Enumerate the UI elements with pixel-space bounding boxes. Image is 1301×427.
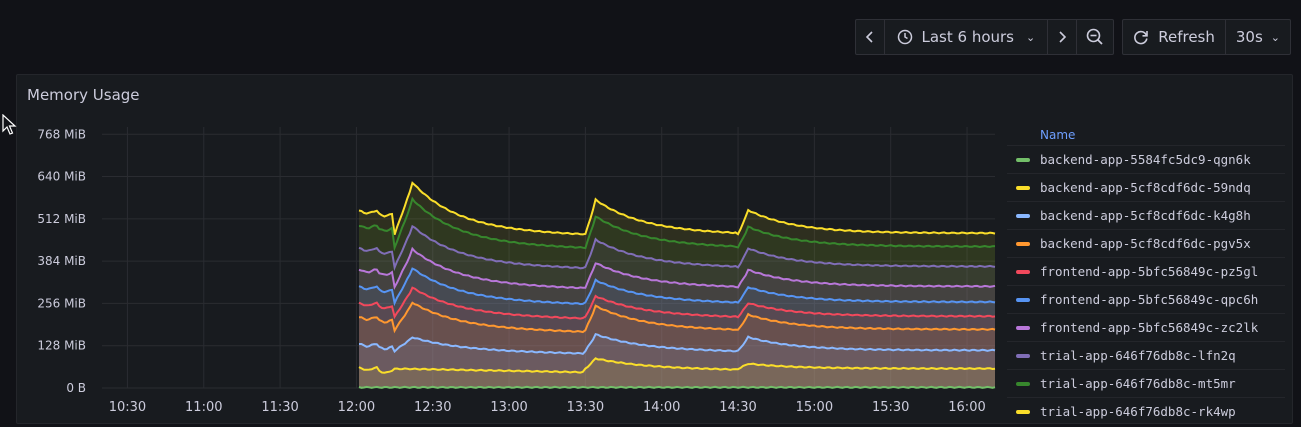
- chevron-down-icon: ⌄: [1270, 30, 1280, 44]
- series-line[interactable]: [358, 357, 996, 374]
- legend-header[interactable]: Name: [1040, 128, 1076, 142]
- legend-swatch: [1016, 213, 1030, 218]
- series-area: [359, 182, 995, 388]
- refresh-icon: [1134, 30, 1149, 45]
- panel-title: Memory Usage: [27, 86, 140, 104]
- time-range-label: Last 6 hours: [921, 28, 1015, 46]
- legend-label: trial-app-646f76db8c-lfn2q: [1040, 348, 1236, 363]
- x-tick-label: 11:30: [261, 400, 298, 415]
- legend-item[interactable]: backend-app-5cf8cdf6dc-59ndq: [1007, 173, 1285, 201]
- refresh-label: Refresh: [1158, 28, 1215, 46]
- chevron-left-icon: [865, 31, 873, 43]
- x-tick-label: 12:00: [338, 400, 375, 415]
- series-area: [359, 334, 995, 388]
- legend-item[interactable]: backend-app-5cf8cdf6dc-k4g8h: [1007, 201, 1285, 229]
- legend-swatch: [1016, 297, 1030, 302]
- legend-item[interactable]: frontend-app-5bfc56849c-pz5gl: [1007, 257, 1285, 285]
- legend-swatch: [1016, 353, 1030, 358]
- refresh-button[interactable]: Refresh: [1123, 20, 1226, 54]
- series-line[interactable]: [359, 333, 996, 356]
- chevron-down-icon: ⌄: [1026, 30, 1036, 44]
- time-picker-group: Last 6 hours ⌄: [854, 19, 1115, 55]
- mouse-cursor-icon: [2, 114, 17, 135]
- x-tick-label: 13:00: [490, 400, 527, 415]
- x-tick-label: 10:30: [109, 400, 146, 415]
- time-range-picker[interactable]: Last 6 hours ⌄: [885, 20, 1049, 54]
- y-tick-label: 512 MiB: [37, 212, 86, 226]
- legend-item[interactable]: trial-app-646f76db8c-rk4wp: [1007, 397, 1285, 425]
- legend-label: trial-app-646f76db8c-rk4wp: [1040, 404, 1236, 419]
- legend-label: trial-app-646f76db8c-mt5mr: [1040, 376, 1236, 391]
- memory-usage-chart[interactable]: 0 B 128 MiB 256 MiB 384 MiB 512 MiB 640 MiB 76…: [17, 75, 1007, 425]
- legend-swatch: [1016, 381, 1030, 386]
- legend-swatch: [1016, 157, 1030, 162]
- y-tick-label: 128 MiB: [37, 339, 86, 353]
- series-line[interactable]: [358, 196, 996, 252]
- legend-swatch: [1016, 269, 1030, 274]
- legend-item[interactable]: trial-app-646f76db8c-mt5mr: [1007, 369, 1285, 397]
- time-prev-button[interactable]: [856, 20, 885, 54]
- y-tick-label: 640 MiB: [37, 170, 86, 184]
- series-area: [359, 248, 995, 388]
- x-tick-label: 13:30: [567, 400, 604, 415]
- series-line[interactable]: [358, 385, 996, 389]
- series-area: [359, 268, 995, 388]
- series-area: [359, 287, 995, 388]
- x-tick-label: 14:30: [719, 400, 756, 415]
- legend-label: backend-app-5cf8cdf6dc-k4g8h: [1040, 208, 1251, 223]
- series-line[interactable]: [358, 224, 996, 272]
- series-line[interactable]: [358, 181, 996, 236]
- legend-label: frontend-app-5bfc56849c-pz5gl: [1040, 264, 1259, 279]
- x-tick-label: 16:00: [948, 400, 985, 415]
- memory-usage-panel[interactable]: Memory Usage 0 B 128 MiB 256 MiB 384 MiB 512…: [16, 74, 1293, 424]
- x-tick-label: 15:30: [872, 400, 909, 415]
- legend-label: backend-app-5cf8cdf6dc-59ndq: [1040, 180, 1251, 195]
- legend-item[interactable]: backend-app-5584fc5dc9-qgn6k: [1007, 145, 1285, 173]
- legend-swatch: [1016, 325, 1030, 330]
- series-line[interactable]: [358, 286, 996, 320]
- series-line[interactable]: [359, 301, 996, 334]
- x-tick-label: 11:00: [185, 400, 222, 415]
- x-tick-label: 12:30: [414, 400, 451, 415]
- y-tick-label: 768 MiB: [37, 127, 86, 141]
- legend-swatch: [1016, 185, 1030, 190]
- zoom-out-button[interactable]: [1077, 20, 1113, 54]
- series-area: [359, 358, 995, 388]
- refresh-interval-label: 30s: [1235, 28, 1263, 46]
- legend-label: frontend-app-5bfc56849c-zc2lk: [1040, 320, 1259, 335]
- y-tick-label: 256 MiB: [37, 296, 86, 310]
- legend-label: backend-app-5cf8cdf6dc-pgv5x: [1040, 236, 1251, 251]
- zoom-out-icon: [1086, 28, 1103, 45]
- legend-item[interactable]: trial-app-646f76db8c-lfn2q: [1007, 341, 1285, 369]
- legend-label: backend-app-5584fc5dc9-qgn6k: [1040, 152, 1251, 167]
- legend-item[interactable]: backend-app-5cf8cdf6dc-pgv5x: [1007, 229, 1285, 257]
- x-tick-label: 14:00: [643, 400, 680, 415]
- time-next-button[interactable]: [1048, 20, 1078, 54]
- legend-swatch: [1016, 409, 1030, 414]
- series-line[interactable]: [358, 267, 996, 307]
- y-tick-label: 0 B: [66, 381, 86, 395]
- legend-item[interactable]: frontend-app-5bfc56849c-zc2lk: [1007, 313, 1285, 341]
- legend: Name backend-app-5584fc5dc9-qgn6k backend…: [1007, 125, 1285, 425]
- x-tick-label: 15:00: [796, 400, 833, 415]
- refresh-group: Refresh 30s ⌄: [1122, 19, 1291, 55]
- refresh-interval-picker[interactable]: 30s ⌄: [1226, 20, 1290, 54]
- legend-swatch: [1016, 241, 1030, 246]
- series-line[interactable]: [358, 246, 996, 290]
- legend-label: frontend-app-5bfc56849c-qpc6h: [1040, 292, 1259, 307]
- chevron-right-icon: [1059, 31, 1067, 43]
- series-area: [359, 198, 995, 388]
- series-area: [359, 302, 995, 388]
- clock-icon: [897, 29, 912, 45]
- legend-item[interactable]: frontend-app-5bfc56849c-qpc6h: [1007, 285, 1285, 313]
- y-tick-label: 384 MiB: [37, 254, 86, 268]
- time-toolbar: Last 6 hours ⌄ Refresh 30s ⌄: [854, 19, 1291, 55]
